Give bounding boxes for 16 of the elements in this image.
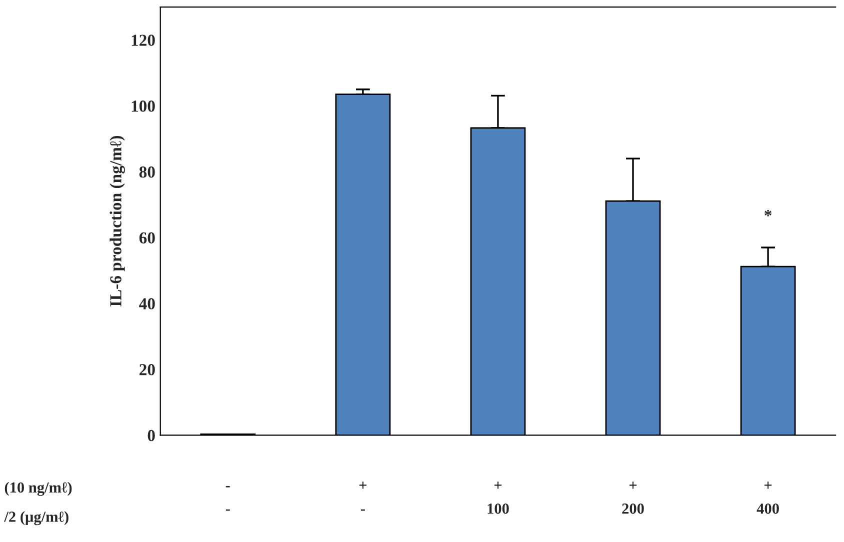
x-tick-label: + 200 <box>622 482 644 514</box>
annotation: * <box>764 210 772 216</box>
y-axis-title: IL-6 production (ng/mℓ) <box>110 136 125 306</box>
text: /2 (μg/mℓ) <box>4 511 68 526</box>
text: (10 ng/mℓ) <box>4 482 72 496</box>
y-tick-label: 120 <box>132 34 155 46</box>
y-tick-label: 0 <box>148 430 155 442</box>
x-tick-label: + 100 <box>488 482 509 514</box>
y-tick-label: 20 <box>140 364 155 376</box>
y-tick-label: 100 <box>132 100 155 112</box>
y-tick-label: 80 <box>139 166 155 178</box>
y-tick-label: 60 <box>139 232 155 244</box>
x-tick-label: + 400 <box>756 482 779 514</box>
category-label: + - <box>359 482 366 511</box>
y-tick-label: 40 <box>139 298 155 310</box>
category-label: - - <box>226 486 230 511</box>
